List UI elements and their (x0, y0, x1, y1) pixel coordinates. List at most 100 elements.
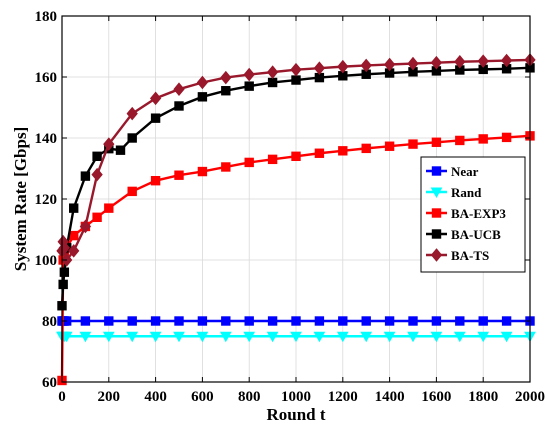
point-ba-ts-marker (220, 70, 232, 85)
point-rand-marker (407, 331, 419, 343)
series-layer (56, 53, 536, 386)
legend-label: BA-EXP3 (451, 206, 506, 221)
y-tick-label: 60 (42, 375, 57, 391)
point-ba-exp3-marker (92, 212, 102, 223)
point-near-marker (478, 316, 488, 326)
point-ba-ts-marker (91, 167, 103, 182)
point-near-marker (408, 316, 418, 326)
legend: Near Rand BA-EXP3 BA-UCB BA-TS (420, 156, 526, 273)
legend-entry-ba-exp3: BA-EXP3 (426, 206, 506, 221)
point-rand-marker (360, 331, 373, 343)
point-ba-ucb-marker (127, 133, 137, 143)
legend-entry-ba-ucb: BA-UCB (426, 227, 501, 242)
x-tick-label: 0 (58, 389, 66, 405)
point-ba-ucb-marker (174, 101, 184, 111)
point-rand-marker (196, 331, 209, 343)
point-ba-exp3-marker (361, 143, 371, 154)
x-tick-label: 1400 (375, 389, 405, 405)
point-rand-marker (60, 331, 73, 343)
point-ba-exp3-marker (69, 230, 79, 241)
legend-entry-near: Near (426, 164, 479, 179)
legend-ba-ucb-marker (431, 229, 442, 239)
axis-ticks: 0 200 400 600 800 1000 1200 1400 1600 1800 2000 60 8… (35, 9, 546, 405)
point-ba-ts-marker (337, 59, 349, 74)
point-ba-exp3-marker (314, 148, 325, 158)
x-tick-label: 600 (191, 389, 214, 405)
point-ba-ts-marker (477, 54, 489, 68)
point-near-marker (80, 316, 91, 326)
point-ba-exp3-marker (478, 134, 488, 144)
point-ba-ts-marker (103, 137, 115, 151)
point-near-marker (127, 316, 137, 326)
legend-ba-exp3-marker (431, 208, 442, 218)
point-rand-marker (149, 331, 162, 343)
point-rand-marker (313, 331, 326, 343)
point-near-marker (174, 316, 184, 326)
point-ba-ts-marker (243, 67, 255, 82)
point-ba-ts-marker (454, 54, 466, 69)
point-ba-ts-marker (173, 82, 185, 96)
point-near-marker (455, 316, 465, 326)
x-tick-label: 1600 (421, 389, 451, 405)
point-ba-ts-marker (149, 91, 162, 106)
point-ba-exp3-marker (244, 157, 254, 168)
point-ba-ts-marker (383, 57, 396, 72)
series-rand (56, 331, 536, 343)
point-ba-ucb-marker (150, 113, 161, 123)
point-ba-exp3-marker (455, 135, 465, 146)
x-axis-title: Round t (266, 405, 325, 424)
point-ba-ucb-marker (291, 75, 301, 85)
point-ba-ucb-marker (59, 267, 70, 277)
point-ba-exp3-marker (104, 203, 114, 213)
point-near-marker (384, 316, 395, 326)
point-rand-marker (477, 331, 490, 343)
point-ba-ts-marker (266, 65, 279, 79)
legend-rand-marker (430, 187, 443, 199)
point-ba-exp3-marker (384, 141, 395, 151)
point-ba-ts-marker (407, 56, 419, 71)
point-rand-marker (500, 331, 513, 343)
point-near-marker (197, 316, 208, 326)
point-near-marker (431, 316, 442, 326)
point-rand-marker (173, 331, 185, 343)
y-tick-label: 180 (35, 9, 58, 25)
point-ba-ts-marker (430, 55, 443, 70)
y-tick-label: 100 (35, 253, 58, 269)
y-tick-label: 120 (35, 192, 58, 208)
point-ba-exp3-marker (150, 176, 161, 186)
point-rand-marker (453, 331, 466, 343)
series-near (57, 316, 535, 326)
point-rand-marker (290, 331, 302, 343)
point-ba-exp3-marker (431, 137, 442, 147)
point-rand-marker (430, 331, 443, 343)
point-near-marker (221, 316, 231, 326)
legend-label: BA-TS (451, 248, 489, 263)
point-ba-ucb-marker (197, 92, 208, 102)
point-ba-ts-marker (126, 106, 138, 121)
point-near-marker (104, 316, 114, 326)
point-ba-exp3-marker (408, 139, 418, 149)
point-near-marker (244, 316, 254, 326)
x-tick-label: 400 (144, 389, 167, 405)
point-rand-marker (243, 331, 256, 343)
legend-label: BA-UCB (451, 227, 501, 242)
legend-label: Rand (451, 185, 482, 200)
point-ba-exp3-marker (127, 186, 137, 197)
legend-ba-ts-marker (430, 248, 443, 262)
point-near-marker (267, 316, 278, 326)
point-ba-ts-marker (196, 75, 209, 90)
y-tick-label: 140 (35, 131, 58, 147)
point-ba-ts-marker (313, 61, 326, 75)
point-ba-ucb-marker (115, 145, 126, 155)
point-near-marker (338, 316, 348, 326)
point-rand-marker (79, 331, 92, 343)
point-ba-exp3-marker (501, 132, 512, 143)
y-tick-label: 160 (35, 70, 58, 86)
point-ba-ucb-marker (244, 81, 254, 91)
legend-label: Near (451, 164, 479, 179)
point-near-marker (150, 316, 161, 326)
point-rand-marker (336, 331, 349, 343)
y-tick-label: 80 (42, 314, 57, 330)
x-tick-label: 2000 (515, 389, 545, 405)
